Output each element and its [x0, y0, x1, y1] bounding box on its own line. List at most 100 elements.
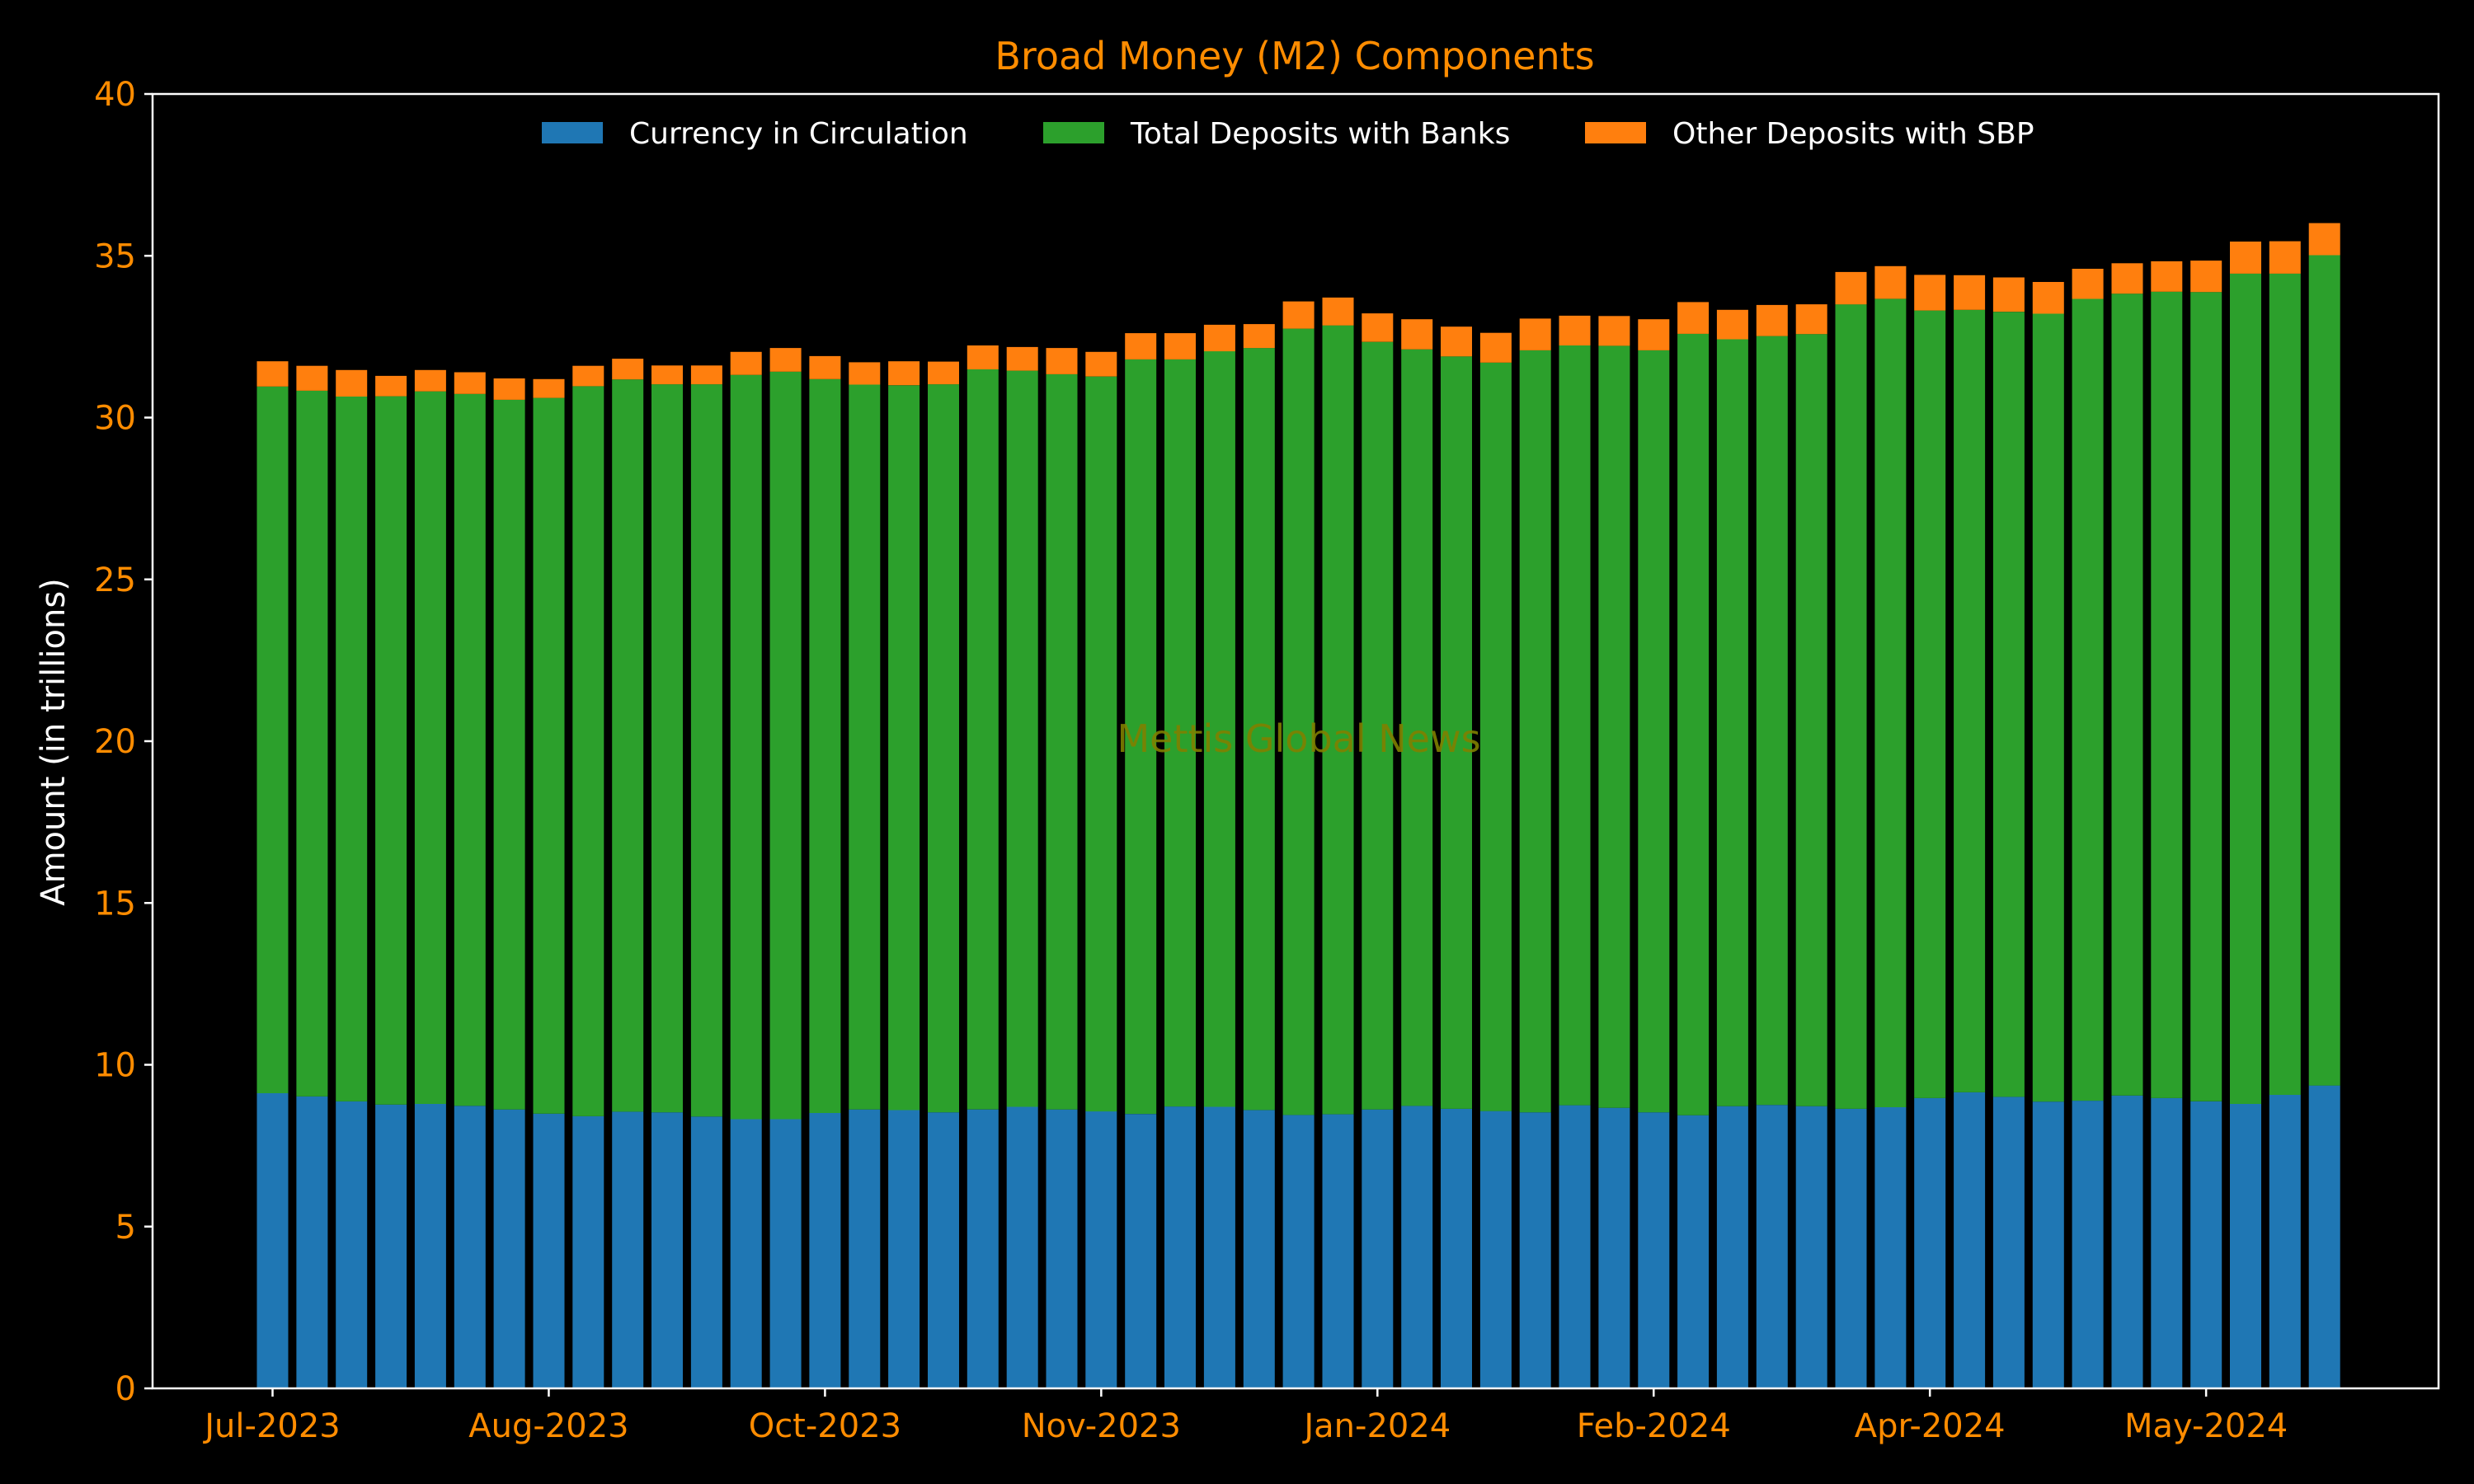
bar-segment-s1-5: [454, 393, 486, 1106]
bar-segment-s2-6: [493, 378, 525, 400]
bar-segment-s0-30: [1441, 1108, 1472, 1388]
bar-segment-s0-26: [1282, 1115, 1315, 1388]
bar-segment-s0-16: [888, 1110, 920, 1388]
bar-segment-s0-15: [849, 1109, 881, 1388]
x-tick-label-1: Aug-2023: [468, 1407, 628, 1445]
x-tick-label-0: Jul-2023: [202, 1407, 341, 1445]
bar-segment-s0-18: [967, 1109, 999, 1388]
bar-segment-s0-36: [1677, 1115, 1710, 1388]
bar-segment-s0-39: [1795, 1106, 1827, 1388]
bar-segment-s0-23: [1164, 1106, 1196, 1388]
bar-segment-s1-37: [1716, 339, 1748, 1106]
bar-segment-s1-13: [769, 371, 802, 1120]
bar-segment-s1-11: [690, 384, 722, 1117]
bar-segment-s0-38: [1756, 1105, 1788, 1388]
legend-swatch-1: [1043, 122, 1104, 143]
bar-segment-s2-13: [769, 348, 802, 372]
bar-segment-s1-32: [1519, 350, 1551, 1113]
bar-segment-s0-33: [1559, 1105, 1591, 1388]
bar-segment-s0-51: [2269, 1095, 2301, 1388]
legend-label-2: Other Deposits with SBP: [1672, 117, 2034, 151]
x-tick-label-3: Nov-2023: [1022, 1407, 1181, 1445]
bar-segment-s1-17: [928, 384, 959, 1113]
bar-segment-s2-7: [533, 378, 565, 398]
bar-segment-s1-50: [2230, 273, 2261, 1104]
axes-layer: 0 5 10 15 20 25 30 35 40 Jul-2023 Aug-2023 Oct-2023…: [94, 76, 2440, 1445]
bar-segment-s0-5: [454, 1106, 486, 1388]
bar-segment-s2-45: [2032, 282, 2064, 314]
y-tick-label-4: 20: [94, 723, 136, 761]
bar-segment-s1-29: [1401, 349, 1433, 1106]
bar-segment-s1-15: [849, 384, 881, 1110]
y-tick-label-3: 15: [94, 885, 136, 923]
bar-segment-s2-28: [1362, 313, 1394, 342]
legend-label-0: Currency in Circulation: [629, 117, 968, 151]
bar-segment-s2-15: [849, 362, 881, 385]
bar-segment-s2-51: [2269, 241, 2301, 274]
bar-segment-s2-29: [1401, 319, 1433, 350]
bar-segment-s2-48: [2151, 261, 2183, 292]
bar-segment-s1-45: [2032, 313, 2064, 1102]
bar-segment-s2-24: [1203, 324, 1235, 352]
y-tick-label-5: 25: [94, 561, 136, 599]
bar-segment-s0-46: [2072, 1101, 2104, 1388]
bar-segment-s1-20: [1046, 373, 1078, 1110]
legend: Currency in Circulation Total Deposits wi…: [542, 117, 2034, 151]
bar-segment-s1-14: [809, 378, 841, 1113]
bar-segment-s1-7: [533, 397, 565, 1114]
bar-segment-s2-16: [888, 361, 920, 386]
bar-segment-s2-33: [1559, 315, 1591, 345]
bar-segment-s2-46: [2072, 269, 2104, 299]
y-tick-label-2: 10: [94, 1047, 136, 1085]
bar-segment-s1-2: [336, 397, 368, 1101]
bar-segment-s0-43: [1954, 1092, 1986, 1388]
bar-segment-s1-9: [612, 379, 644, 1112]
bar-segment-s1-1: [296, 390, 328, 1097]
bar-segment-s2-14: [809, 355, 841, 379]
bar-segment-s2-19: [1006, 346, 1038, 371]
y-tick-label-0: 0: [115, 1370, 136, 1408]
bar-segment-s1-16: [888, 385, 920, 1111]
y-tick-label-6: 30: [94, 400, 136, 438]
bar-segment-s0-10: [651, 1112, 683, 1388]
bar-segment-s2-17: [928, 361, 959, 385]
bar-segment-s0-48: [2151, 1097, 2183, 1388]
bar-segment-s2-12: [730, 351, 762, 375]
bar-segment-s0-50: [2230, 1104, 2261, 1388]
bar-segment-s1-36: [1677, 333, 1710, 1115]
bar-segment-s0-37: [1716, 1106, 1748, 1388]
bars-layer: [256, 223, 2340, 1388]
bar-segment-s1-49: [2190, 292, 2222, 1101]
bar-segment-s1-19: [1006, 370, 1038, 1107]
x-tick-label-2: Oct-2023: [749, 1407, 901, 1445]
bar-segment-s2-52: [2308, 223, 2340, 256]
bar-segment-s1-28: [1362, 341, 1394, 1110]
x-tick-label-4: Jan-2024: [1301, 1407, 1451, 1445]
bar-segment-s1-35: [1638, 350, 1670, 1113]
bar-segment-s0-40: [1835, 1108, 1867, 1388]
watermark-text: Mettis Global News: [1117, 716, 1480, 761]
bar-segment-s1-25: [1243, 348, 1275, 1111]
bar-segment-s2-31: [1479, 332, 1512, 363]
bar-segment-s0-24: [1203, 1106, 1235, 1388]
bar-segment-s0-27: [1322, 1114, 1354, 1388]
bar-segment-s1-4: [414, 391, 446, 1104]
bar-segment-s2-3: [375, 375, 407, 397]
bar-segment-s0-7: [533, 1113, 565, 1388]
bar-segment-s0-25: [1243, 1110, 1275, 1388]
bar-segment-s1-52: [2308, 255, 2340, 1086]
bar-segment-s2-30: [1441, 326, 1472, 357]
bar-segment-s1-12: [730, 374, 762, 1120]
bar-segment-s0-11: [690, 1116, 722, 1388]
x-tick-label-6: Apr-2024: [1855, 1407, 2006, 1445]
legend-label-1: Total Deposits with Banks: [1130, 117, 1510, 151]
bar-segment-s2-36: [1677, 302, 1710, 334]
bar-segment-s0-31: [1479, 1111, 1512, 1388]
bar-segment-s0-47: [2111, 1095, 2143, 1388]
bar-segment-s0-8: [572, 1115, 604, 1388]
bar-segment-s0-32: [1519, 1112, 1551, 1388]
bar-segment-s1-34: [1598, 345, 1630, 1108]
bar-segment-s2-37: [1716, 309, 1748, 340]
bar-segment-s0-29: [1401, 1106, 1433, 1388]
bar-segment-s0-1: [296, 1097, 328, 1388]
